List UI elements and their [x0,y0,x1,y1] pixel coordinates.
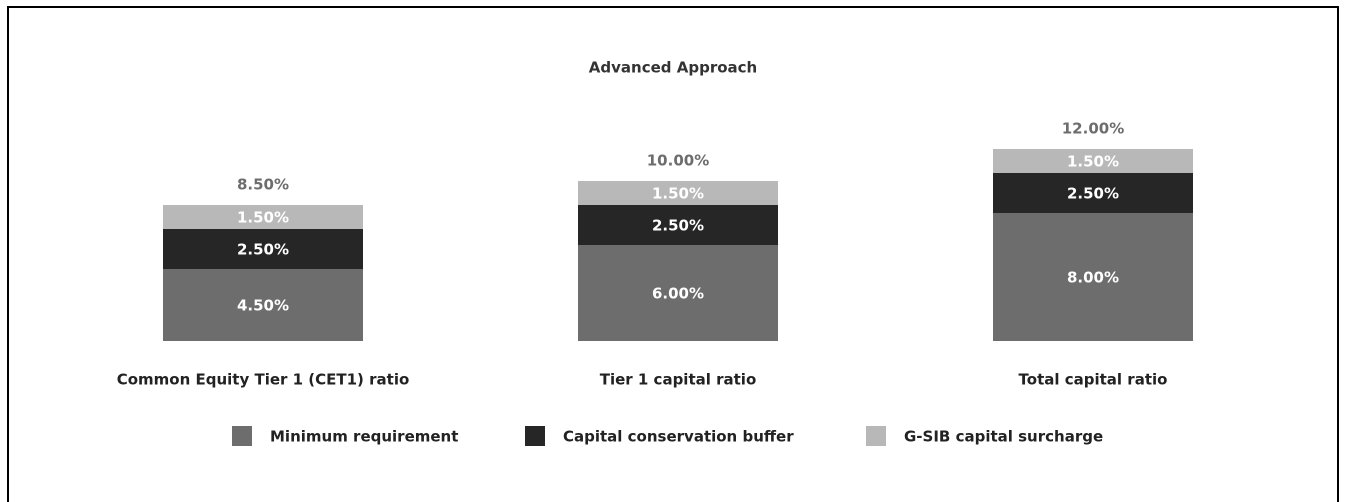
bar-segment [578,181,778,205]
legend-label: Capital conservation buffer [563,428,794,446]
legend-swatch [525,426,545,446]
value-label: 2.50% [1067,185,1119,203]
legend-swatch [232,426,252,446]
total-label: 12.00% [1062,120,1124,138]
legend-label: G-SIB capital surcharge [904,428,1103,446]
bar-segment [163,229,363,269]
legend-swatch [866,426,886,446]
total-label: 8.50% [237,176,289,194]
value-label: 6.00% [652,285,704,303]
value-label: 2.50% [652,217,704,235]
bar-segment [993,149,1193,173]
total-label: 10.00% [647,152,709,170]
x-tick-label: Tier 1 capital ratio [600,371,757,389]
bar-segment [578,205,778,245]
x-tick-label: Common Equity Tier 1 (CET1) ratio [117,371,410,389]
value-label: 1.50% [237,209,289,227]
value-label: 8.00% [1067,269,1119,287]
value-label: 1.50% [652,185,704,203]
legend-label: Minimum requirement [270,428,458,446]
bar-segment [993,173,1193,213]
bar-segment [163,205,363,229]
chart-title: Advanced Approach [589,59,757,77]
value-label: 1.50% [1067,153,1119,171]
bar-segment [578,245,778,341]
value-label: 4.50% [237,297,289,315]
bar-segment [163,269,363,341]
bar-segment [993,213,1193,341]
x-tick-label: Total capital ratio [1019,371,1168,389]
value-label: 2.50% [237,241,289,259]
